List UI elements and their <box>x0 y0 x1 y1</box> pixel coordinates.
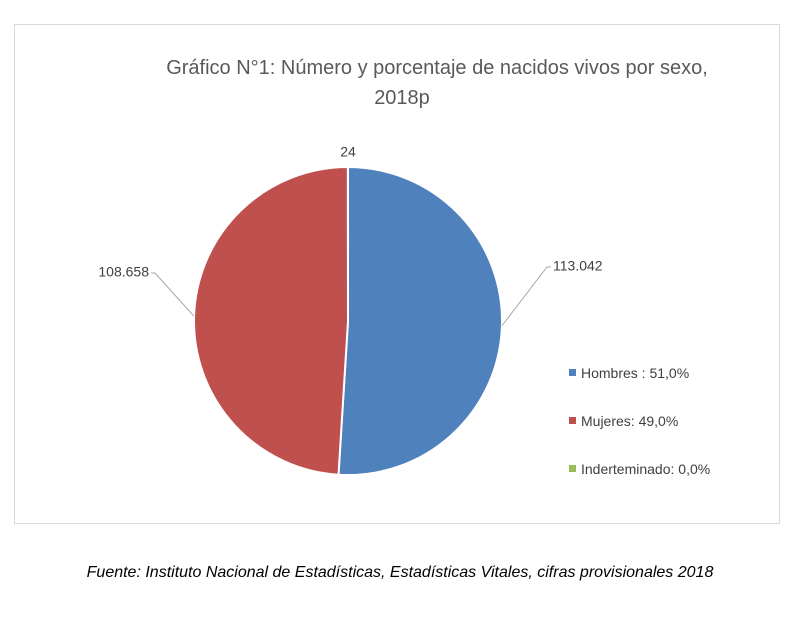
legend-item-hombres: Hombres : 51,0% <box>569 361 710 385</box>
legend-item-inderteminado: Inderteminado: 0,0% <box>569 457 710 481</box>
leader-line-mujeres <box>151 272 195 317</box>
chart-source-note: Fuente: Instituto Nacional de Estadístic… <box>86 564 714 581</box>
chart-title-line-2: 2018p <box>374 87 430 109</box>
legend-label-hombres: Hombres : 51,0% <box>581 365 690 381</box>
chart-legend: Hombres : 51,0% Mujeres: 49,0% Indertemi… <box>569 361 710 505</box>
pie-slice-mujeres <box>193 165 350 476</box>
legend-label-mujeres: Mujeres: 49,0% <box>581 413 679 429</box>
data-label-inderteminado: 24 <box>340 144 356 160</box>
legend-item-mujeres: Mujeres: 49,0% <box>569 409 710 433</box>
data-label-mujeres: 108.658 <box>98 264 149 280</box>
chart-container: Gráfico N°1: Número y porcentaje de naci… <box>14 24 780 524</box>
legend-label-inderteminado: Inderteminado: 0,0% <box>581 461 711 477</box>
pie-slice-hombres <box>337 165 503 476</box>
data-label-hombres: 113.042 <box>553 258 603 274</box>
chart-title-line-1: Gráfico N°1: Número y porcentaje de naci… <box>166 57 708 79</box>
legend-swatch-mujeres <box>569 417 576 424</box>
pie-chart: 113.042 108.658 24 <box>98 144 603 476</box>
leader-line-hombres <box>501 266 551 327</box>
legend-swatch-inderteminado <box>569 465 576 472</box>
legend-swatch-hombres <box>569 369 576 376</box>
chart-title: Gráfico N°1: Número y porcentaje de naci… <box>15 53 779 113</box>
